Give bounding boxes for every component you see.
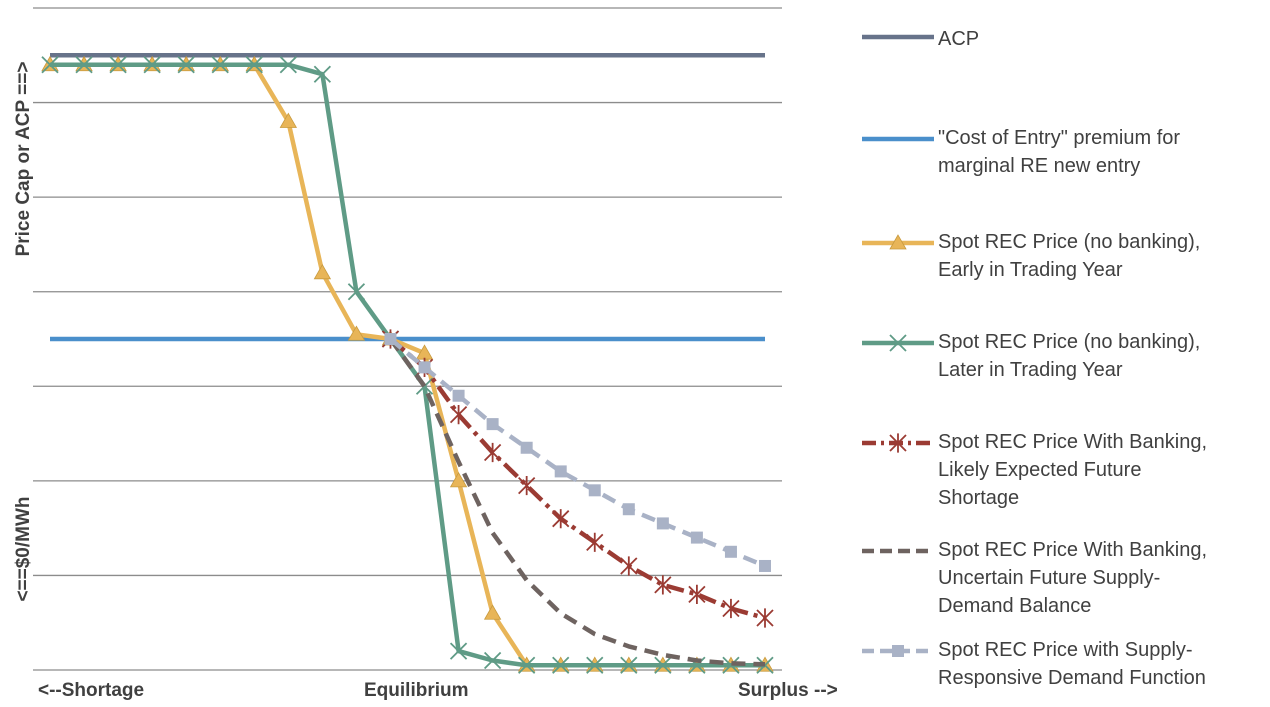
series-line	[389, 337, 766, 621]
y-axis-label-top: Price Cap or ACP ==>	[13, 61, 34, 257]
data-point-marker	[449, 405, 468, 425]
legend-label: Spot REC Price With Banking, Likely Expe…	[938, 431, 1207, 509]
data-point-marker	[177, 56, 195, 74]
data-point-marker	[889, 334, 907, 352]
data-point-marker	[759, 559, 771, 572]
legend-swatch	[862, 334, 934, 352]
data-point-marker	[690, 531, 703, 544]
data-point-marker	[722, 656, 740, 674]
data-point-marker	[892, 645, 904, 657]
data-point-marker	[622, 503, 635, 516]
x-label-shortage: <--Shortage	[38, 680, 145, 701]
data-point-marker	[483, 604, 502, 620]
legend-label: Spot REC Price (no banking), Later in Tr…	[938, 331, 1201, 381]
data-point-marker	[688, 584, 706, 604]
data-point-marker	[313, 65, 332, 83]
data-point-marker	[384, 333, 397, 345]
y-axis-label-bottom: <==$0/MWh	[13, 496, 34, 602]
data-point-marker	[211, 56, 229, 74]
data-point-marker	[588, 484, 601, 497]
legend-swatch	[862, 136, 934, 142]
data-point-marker	[554, 465, 567, 478]
data-point-marker	[552, 509, 570, 529]
data-point-marker	[620, 656, 638, 674]
data-point-marker	[279, 56, 297, 74]
legend-label: "Cost of Entry" premium for marginal RE …	[938, 127, 1181, 177]
data-point-marker	[656, 517, 669, 530]
data-point-marker	[586, 656, 604, 674]
data-point-marker	[724, 545, 737, 558]
x-label-equilibrium: Equilibrium	[364, 680, 469, 701]
data-point-marker	[483, 442, 502, 463]
data-point-marker	[722, 598, 740, 619]
data-point-marker	[486, 418, 499, 431]
data-point-marker	[552, 656, 570, 674]
data-point-marker	[654, 575, 672, 595]
data-point-marker	[313, 263, 332, 280]
data-point-marker	[109, 56, 127, 74]
data-point-marker	[620, 556, 638, 576]
x-label-surplus: Surplus -->	[738, 680, 838, 701]
legend-label: Spot REC Price (no banking), Early in Tr…	[938, 231, 1201, 281]
legend-label: Spot REC Price with Supply- Responsive D…	[938, 639, 1206, 689]
data-point-marker	[75, 56, 93, 74]
data-point-marker	[756, 656, 774, 674]
data-point-marker	[654, 656, 672, 674]
data-point-marker	[520, 441, 533, 454]
data-point-marker	[518, 656, 536, 674]
data-point-marker	[483, 651, 502, 670]
legend: ACP "Cost of Entry" premium for marginal…	[860, 0, 1270, 707]
data-point-marker	[449, 472, 468, 488]
legend-swatch	[862, 433, 934, 453]
legend-swatch	[862, 34, 934, 40]
gridlines	[33, 7, 782, 671]
data-point-marker	[889, 433, 907, 453]
data-point-marker	[347, 325, 366, 341]
series-4	[381, 329, 774, 628]
legend-swatch	[862, 645, 934, 657]
data-point-marker	[418, 361, 431, 374]
data-point-marker	[586, 532, 604, 552]
data-point-marker	[889, 234, 907, 250]
data-point-marker	[347, 283, 366, 301]
data-point-marker	[452, 389, 465, 402]
legend-swatch	[862, 234, 934, 250]
data-point-marker	[143, 56, 161, 74]
data-point-marker	[756, 608, 774, 628]
series-6	[384, 333, 771, 572]
data-point-marker	[41, 56, 59, 74]
data-point-marker	[518, 475, 536, 496]
data-point-marker	[449, 642, 468, 660]
legend-swatch	[862, 548, 934, 554]
data-point-marker	[279, 112, 298, 128]
legend-label: ACP	[938, 28, 980, 50]
series-lines	[41, 53, 774, 674]
series-line	[389, 337, 766, 569]
legend-label: Spot REC Price With Banking, Uncertain F…	[938, 539, 1207, 617]
data-point-marker	[245, 56, 263, 74]
